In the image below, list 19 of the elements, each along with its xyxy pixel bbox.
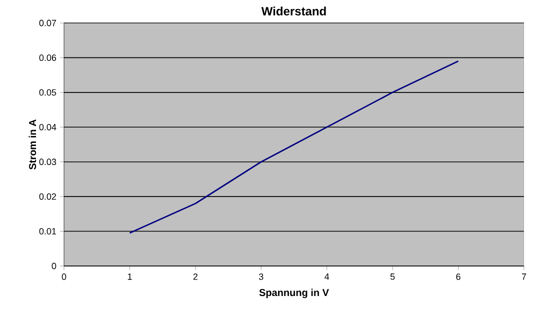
x-tick-label: 7 — [522, 274, 526, 280]
chart-title: Widerstand — [261, 6, 326, 16]
y-tick-label: 0.07 — [39, 20, 56, 26]
y-tick-label: 0.01 — [39, 228, 56, 234]
y-tick-label: 0.05 — [39, 89, 56, 96]
x-tick-label: 0 — [62, 274, 66, 280]
y-axis-title: Strom in A — [28, 119, 36, 170]
x-tick-label: 3 — [258, 274, 264, 280]
x-axis-title: Spannung in V — [259, 288, 329, 298]
x-tick-label: 1 — [128, 274, 132, 280]
x-tick-label: 6 — [456, 274, 460, 280]
y-tick-label: 0.06 — [39, 54, 56, 61]
y-tick-label: 0.03 — [39, 158, 56, 166]
x-tick-label: 2 — [193, 274, 198, 280]
x-tick-label: 5 — [390, 274, 395, 280]
y-tick-label: 0 — [52, 262, 56, 270]
y-tick-label: 0.04 — [39, 124, 56, 130]
x-tick-label: 4 — [324, 274, 330, 280]
y-tick-label: 0.02 — [39, 193, 56, 200]
